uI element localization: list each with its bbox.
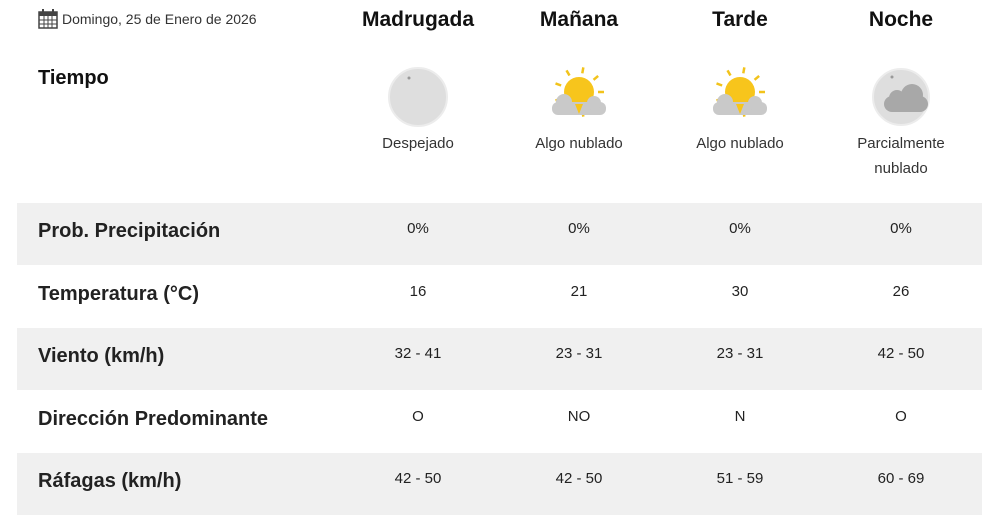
row-value: 0% <box>568 220 590 237</box>
sun-behind-cloud-icon <box>660 66 820 128</box>
tiempo-label: Tiempo <box>38 67 109 89</box>
date-header: Domingo, 25 de Enero de 2026 <box>38 9 257 29</box>
date-text: Domingo, 25 de Enero de 2026 <box>62 11 257 27</box>
row-value: O <box>412 407 424 425</box>
row-value: 21 <box>570 282 588 300</box>
row-value: 42 - 50 <box>555 470 603 487</box>
table-row: Prob. Precipitación 0% 0% 0% 0% <box>17 203 982 265</box>
condition-text: Algo nublado <box>535 135 623 152</box>
condition-text: Algo nublado <box>696 135 784 152</box>
row-value: 0% <box>890 220 912 237</box>
row-value: 23 - 31 <box>716 345 764 362</box>
row-label: Dirección Predominante <box>38 407 269 430</box>
row-value: 16 <box>409 282 427 300</box>
sun-behind-cloud-icon <box>499 66 659 128</box>
period-header-0: Madrugada <box>361 8 474 31</box>
table-row: Viento (km/h) 32 - 41 23 - 31 23 - 31 42 - 5… <box>17 328 982 390</box>
moon-cloud-icon <box>821 66 981 128</box>
table-row: Ráfagas (km/h) 42 - 50 42 - 50 51 - 59 60 - … <box>17 453 982 515</box>
row-value: 51 - 59 <box>716 470 764 487</box>
row-label: Temperatura (°C) <box>38 282 199 305</box>
period-header-2: Tarde <box>712 8 768 31</box>
row-value: 26 <box>892 282 910 300</box>
row-value: NO <box>567 407 591 425</box>
row-value: 0% <box>407 220 429 237</box>
table-row: Dirección Predominante O NO N O <box>17 391 982 453</box>
row-value: 0% <box>729 220 751 237</box>
row-value: 23 - 31 <box>555 345 603 362</box>
clear-night-moon-icon <box>338 66 498 128</box>
row-value: 42 - 50 <box>394 470 442 487</box>
row-value: 42 - 50 <box>877 345 925 362</box>
row-value: 32 - 41 <box>394 345 442 362</box>
period-header-3: Noche <box>868 8 934 31</box>
condition-text: Despejado <box>382 135 454 152</box>
row-value: O <box>895 407 907 425</box>
row-label: Prob. Precipitación <box>38 220 221 242</box>
row-value: 60 - 69 <box>877 470 925 487</box>
calendar-icon <box>38 9 58 29</box>
period-header-1: Mañana <box>539 8 619 31</box>
row-value: 30 <box>731 282 749 300</box>
condition-text: Parcialmente nublado <box>857 135 945 177</box>
row-value: N <box>734 407 746 425</box>
row-label: Ráfagas (km/h) <box>38 470 182 492</box>
row-label: Viento (km/h) <box>38 345 165 367</box>
table-row: Temperatura (°C) 16 21 30 26 <box>17 266 982 328</box>
